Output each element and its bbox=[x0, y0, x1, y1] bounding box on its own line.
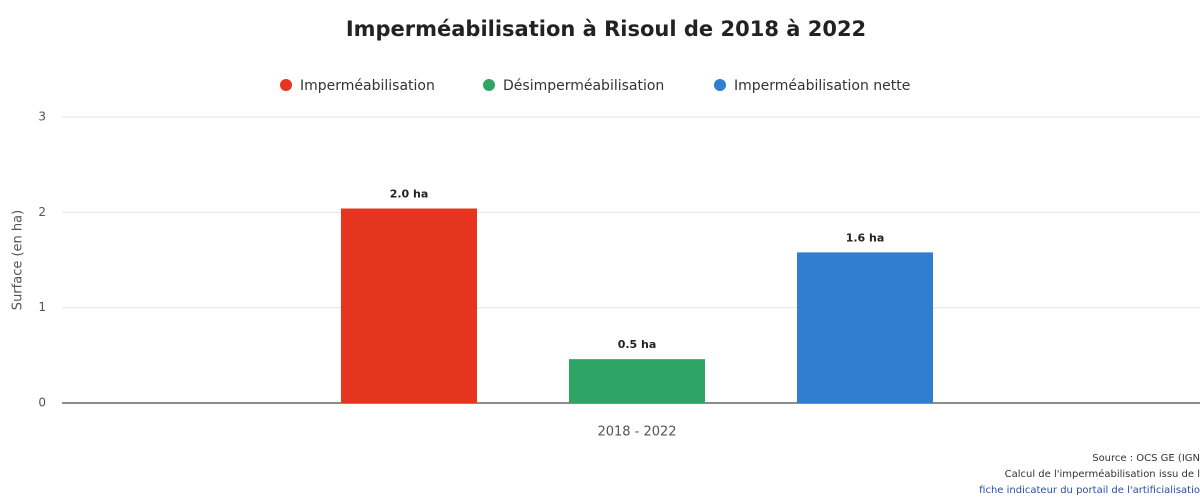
credit: Source : OCS GE (IGN bbox=[1092, 453, 1200, 464]
y-tick-label: 2 bbox=[38, 205, 46, 219]
legend-marker bbox=[483, 79, 495, 91]
legend-marker bbox=[280, 79, 292, 91]
chart-title: Imperméabilisation à Risoul de 2018 à 20… bbox=[346, 17, 866, 41]
data-label: 2.0 ha bbox=[390, 188, 429, 201]
bar bbox=[797, 252, 933, 403]
legend-label: Imperméabilisation bbox=[300, 78, 435, 94]
data-label: 0.5 ha bbox=[618, 338, 657, 351]
y-tick-label: 3 bbox=[38, 110, 46, 124]
y-tick-label: 0 bbox=[38, 396, 46, 410]
x-tick-label: 2018 - 2022 bbox=[597, 425, 676, 440]
bar bbox=[569, 359, 705, 403]
data-label: 1.6 ha bbox=[846, 231, 885, 244]
y-axis-title: Surface (en ha) bbox=[11, 210, 26, 310]
credit: fiche indicateur du portail de l'artific… bbox=[979, 485, 1200, 496]
bar bbox=[341, 208, 477, 403]
legend-marker bbox=[714, 79, 726, 91]
legend-label: Imperméabilisation nette bbox=[734, 78, 910, 94]
y-tick-label: 1 bbox=[38, 300, 46, 314]
legend-label: Désimperméabilisation bbox=[503, 78, 664, 94]
credit: Calcul de l'imperméabilisation issu de l bbox=[1005, 468, 1200, 480]
